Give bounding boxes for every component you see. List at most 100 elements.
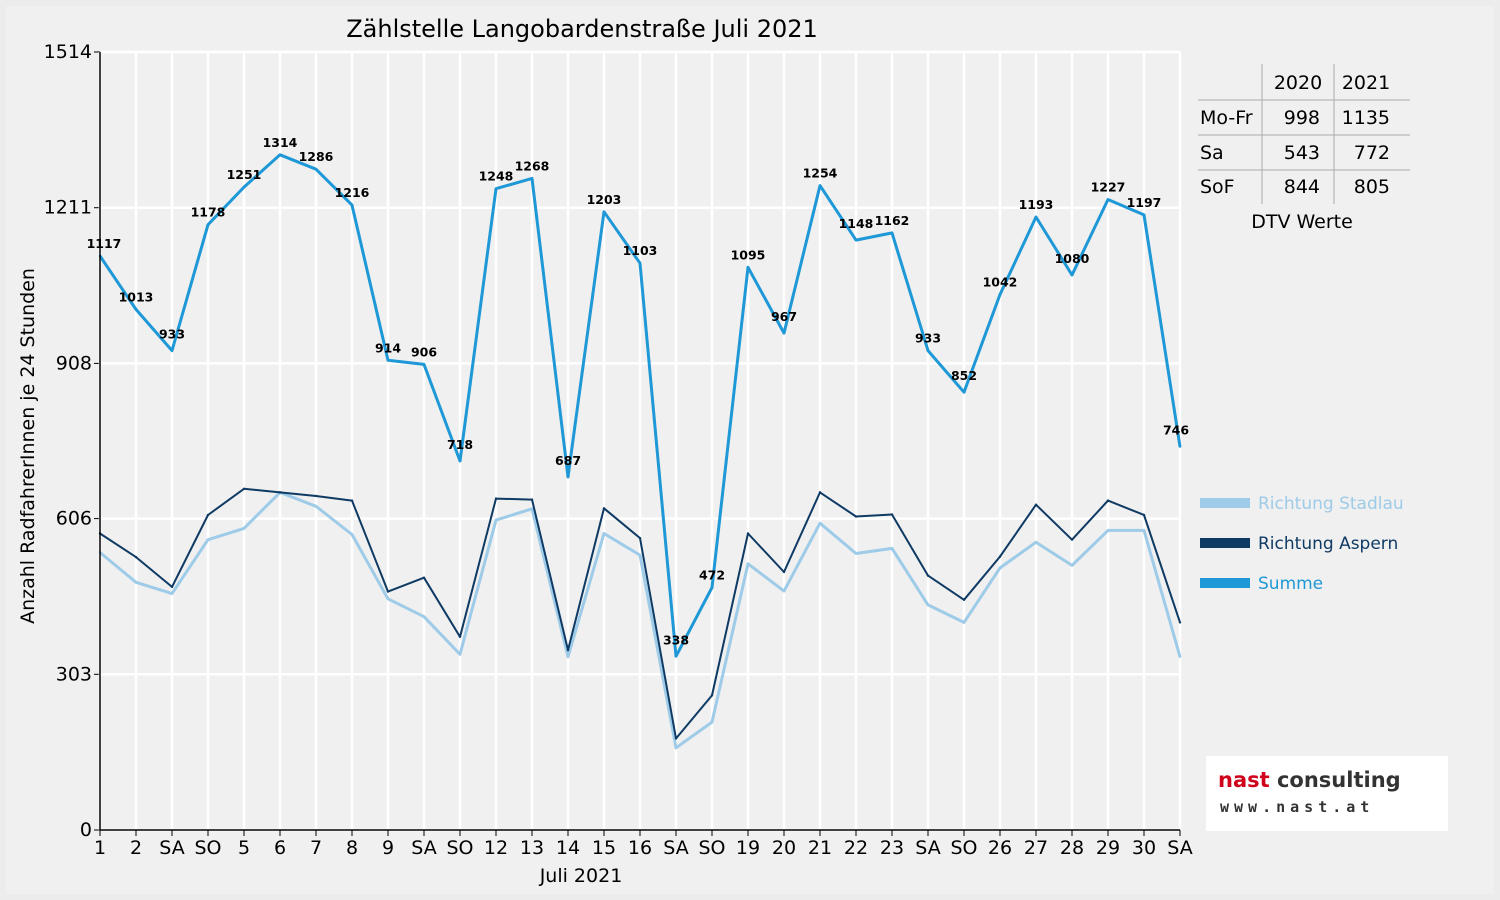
data-point [458, 635, 462, 638]
x-tick-label: 23 [880, 837, 904, 859]
data-point [350, 533, 354, 536]
logo-name: nast consulting [1218, 768, 1401, 792]
data-point [386, 359, 390, 362]
legend-label: Richtung Aspern [1258, 534, 1398, 554]
x-tick-labels: 1 2 SA SO 5 6 7 8 9 SA SO 12 13 14 15 16 SA SO 19 20 21 22 23 S… [94, 837, 1193, 859]
x-tick-label: SA [663, 837, 688, 859]
data-point [314, 494, 318, 498]
data-label: 472 [699, 567, 725, 582]
data-label: 1162 [875, 213, 910, 228]
data-label: 914 [375, 340, 401, 355]
data-point [926, 349, 930, 352]
data-point [314, 505, 318, 508]
data-point [674, 655, 678, 658]
y-tick-label: 0 [80, 819, 92, 841]
data-label: 1286 [299, 149, 334, 164]
y-tick-label: 908 [56, 352, 92, 374]
data-point [1034, 215, 1038, 219]
x-tick-label: 2 [130, 837, 142, 859]
x-tick-label: 26 [988, 837, 1012, 859]
x-tick-label: 6 [274, 837, 286, 859]
data-point [962, 390, 966, 394]
data-point [206, 513, 210, 517]
data-point [710, 720, 714, 724]
data-point [818, 491, 822, 494]
y-tick-labels: 0 303 606 908 1211 1514 [44, 41, 92, 841]
x-tick-label: SO [446, 837, 473, 859]
x-tick-label: SO [698, 837, 725, 859]
data-point [854, 515, 858, 518]
y-tick-label: 303 [56, 663, 92, 685]
series-richtung-aspern [98, 487, 1182, 740]
data-point [494, 187, 498, 190]
data-point [710, 586, 714, 589]
x-tick-label: 9 [382, 837, 394, 859]
data-label: 1216 [335, 185, 370, 200]
data-point [1178, 621, 1182, 624]
chart-title: Zählstelle Langobardenstraße Juli 2021 [346, 15, 818, 43]
data-label: 338 [663, 632, 689, 647]
data-point [134, 308, 138, 311]
data-point [746, 532, 750, 535]
data-label: 852 [951, 368, 977, 383]
data-point [1106, 529, 1110, 532]
x-tick-label: 22 [844, 837, 868, 859]
nast-consulting-logo: nast consulting www.nast.at [1206, 756, 1448, 831]
series-summe [98, 153, 1182, 658]
x-tick-label: SA [1167, 837, 1192, 859]
data-label: 1080 [1055, 251, 1090, 266]
logo-url: www.nast.at [1220, 798, 1375, 816]
data-label: 1103 [623, 243, 658, 258]
dtv-row-label: SoF [1200, 176, 1235, 198]
y-tick-label: 1514 [44, 41, 92, 63]
data-point [962, 621, 966, 624]
data-point [1070, 564, 1074, 567]
dtv-cell: 844 [1284, 176, 1320, 198]
dtv-header-2020: 2020 [1274, 72, 1322, 94]
data-point [890, 513, 894, 516]
data-point [674, 737, 678, 740]
data-label: 1193 [1019, 197, 1054, 212]
data-label: 1197 [1127, 195, 1162, 210]
data-point [782, 589, 786, 593]
data-point [242, 527, 246, 530]
data-label: 718 [447, 437, 473, 452]
data-label: 746 [1163, 423, 1189, 438]
data-point [1070, 538, 1074, 541]
dtv-cell: 772 [1354, 142, 1390, 164]
x-tick-label: 27 [1024, 837, 1048, 859]
data-point [638, 553, 642, 557]
dtv-cell: 543 [1284, 142, 1320, 164]
data-label: 1178 [191, 205, 226, 220]
logo-name-part1: nast [1218, 768, 1270, 792]
x-tick-label: 5 [238, 837, 250, 859]
dtv-header-2021: 2021 [1342, 72, 1390, 94]
data-point [854, 552, 858, 555]
data-point [458, 459, 462, 463]
data-label: 1203 [587, 192, 622, 207]
data-point [170, 592, 174, 595]
data-point [1178, 655, 1182, 659]
data-label: 687 [555, 453, 581, 468]
data-point [278, 491, 282, 494]
x-tick-label: 15 [592, 837, 616, 859]
dtv-cell: 805 [1354, 176, 1390, 198]
data-label: 1148 [839, 216, 874, 231]
data-point [1034, 541, 1038, 544]
data-point [530, 177, 534, 180]
data-point [350, 203, 354, 207]
data-point [494, 497, 498, 500]
data-point [566, 655, 570, 659]
data-point [710, 694, 714, 697]
x-tick-label: 21 [808, 837, 832, 859]
x-tick-label: SO [194, 837, 221, 859]
line-chart: Zählstelle Langobardenstraße Juli 2021 1… [17, 15, 1410, 887]
data-point [638, 262, 642, 265]
x-gridlines [98, 52, 1182, 836]
data-point [746, 562, 750, 566]
x-tick-label: 30 [1132, 837, 1156, 859]
legend-label: Richtung Stadlau [1258, 494, 1404, 514]
data-label: 906 [411, 344, 437, 359]
data-point [782, 570, 786, 574]
x-tick-label: 8 [346, 837, 358, 859]
